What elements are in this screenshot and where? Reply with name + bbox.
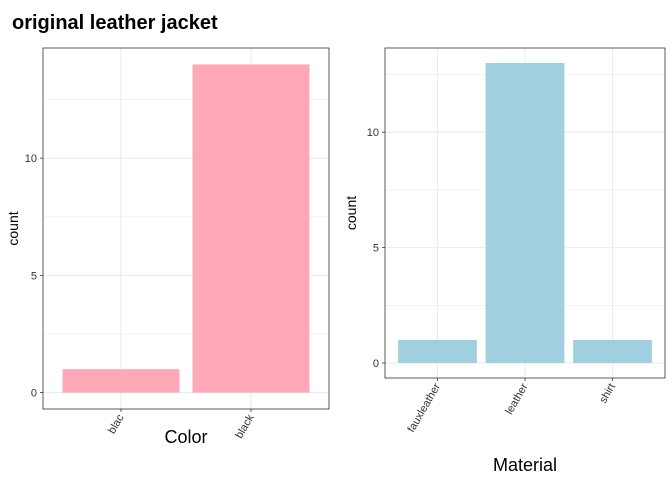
y-tick-label: 10 [25,153,37,165]
y-axis-title: count [5,211,21,245]
bar-leather [485,63,565,363]
bar-black [192,64,310,393]
x-axis-title: Color [164,427,207,447]
figure-title: original leather jacket [12,12,218,34]
y-tick-label: 0 [373,358,379,370]
y-tick-label: 10 [367,127,379,139]
y-tick-label: 0 [31,388,37,400]
material-count-chart: 0 5 10 fauxleather leather shirt count Material [343,47,666,475]
y-axis-title: count [343,196,359,230]
x-tick-label: leather [503,381,530,416]
bar-shirt [573,339,652,363]
x-tick-label: fauxleather [405,381,443,434]
x-axis-title: Material [493,455,557,475]
x-tick-label: blac [106,412,127,436]
y-tick-label: 5 [31,270,37,282]
color-count-chart: 0 5 10 blac black count Color [5,47,330,447]
bar-blac [62,369,180,393]
bar-fauxleather [398,339,477,363]
y-tick-label: 5 [373,243,379,255]
x-tick-label: shirt [597,382,618,406]
x-tick-label: black [233,412,256,441]
panel-border [42,47,330,410]
